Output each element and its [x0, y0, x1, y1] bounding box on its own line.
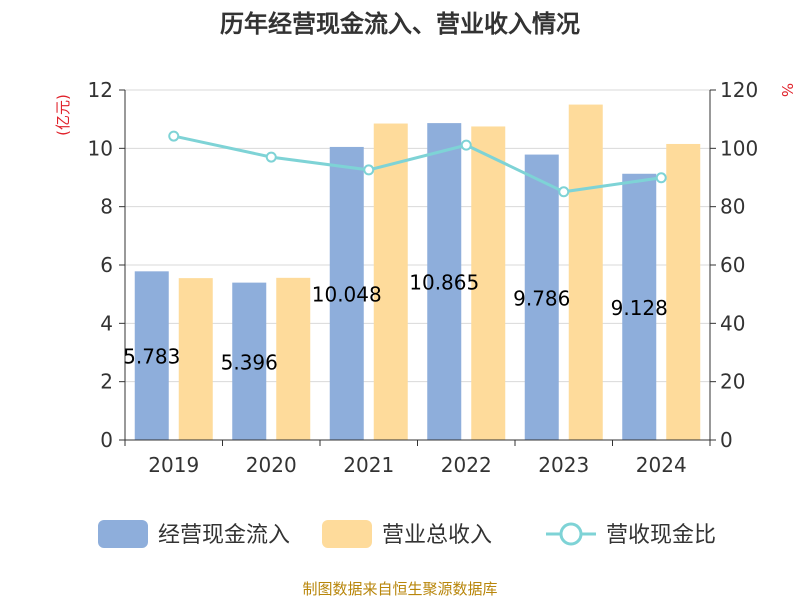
bar	[524, 154, 559, 440]
bar	[666, 143, 701, 441]
x-tick-label: 2020	[246, 453, 297, 477]
data-labels: 5.783 5.396 10.048 10.865 9.786 9.128	[123, 271, 668, 375]
legend-swatch	[98, 520, 148, 548]
bar	[232, 282, 267, 440]
bar-data-label: 9.786	[513, 286, 570, 310]
bar-data-label: 9.128	[611, 296, 668, 320]
y-right-tick-label: 40	[720, 311, 745, 335]
x-tick-label: 2023	[538, 453, 589, 477]
y-left-tick-label: 4	[100, 311, 113, 335]
legend-label: 经营现金流入	[158, 523, 290, 548]
line-point	[655, 172, 667, 184]
bar-data-label: 5.783	[123, 345, 180, 369]
line-path	[173, 134, 662, 194]
y-right-tick-label: 60	[720, 253, 745, 277]
y-right-tick-label: 20	[720, 370, 745, 394]
bar-data-label: 10.048	[312, 282, 382, 306]
y-right-tick-label: 80	[720, 195, 745, 219]
bar	[568, 104, 603, 440]
line-point	[168, 130, 180, 142]
x-tick-label: 2022	[441, 453, 492, 477]
legend-label: 营业总收入	[382, 523, 492, 548]
x-tick-label: 2019	[148, 453, 199, 477]
y-left-unit: (亿元)	[54, 94, 72, 136]
line-point	[265, 151, 277, 163]
bar-data-label: 5.396	[221, 350, 278, 374]
chart-title: 历年经营现金流入、营业收入情况	[220, 10, 580, 38]
y-left-tick-label: 2	[100, 370, 113, 394]
bar	[134, 271, 169, 440]
y-left-tick-label: 0	[100, 428, 113, 452]
y-right-unit: %	[778, 83, 796, 97]
bars	[134, 104, 701, 441]
legend-swatch-marker	[559, 522, 583, 546]
legend-swatch	[322, 520, 372, 548]
line-point	[558, 186, 570, 198]
y-left-tick-label: 10	[88, 136, 113, 160]
y-left-tick-label: 12	[88, 78, 113, 102]
line-point	[363, 164, 375, 176]
x-tick-label: 2021	[343, 453, 394, 477]
bar	[276, 277, 311, 440]
bar-data-label: 10.865	[409, 271, 479, 295]
gridlines	[125, 89, 710, 383]
bar	[471, 126, 506, 440]
bar	[373, 123, 408, 441]
legend: 经营现金流入 营业总收入 营收现金比	[98, 520, 716, 548]
y-right-tick-label: 0	[720, 428, 733, 452]
bar	[427, 123, 462, 441]
y-right-tick-label: 120	[720, 78, 758, 102]
line-series	[168, 130, 667, 198]
y-left-tick-label: 8	[100, 195, 113, 219]
bar	[329, 146, 364, 440]
line-point	[460, 139, 472, 151]
legend-label: 营收现金比	[606, 523, 716, 548]
bar	[622, 173, 657, 440]
bar	[178, 278, 213, 440]
y-right-tick-label: 100	[720, 136, 758, 160]
source-note: 制图数据来自恒生聚源数据库	[302, 580, 497, 598]
x-tick-label: 2024	[636, 453, 687, 477]
y-left-tick-label: 6	[100, 253, 113, 277]
